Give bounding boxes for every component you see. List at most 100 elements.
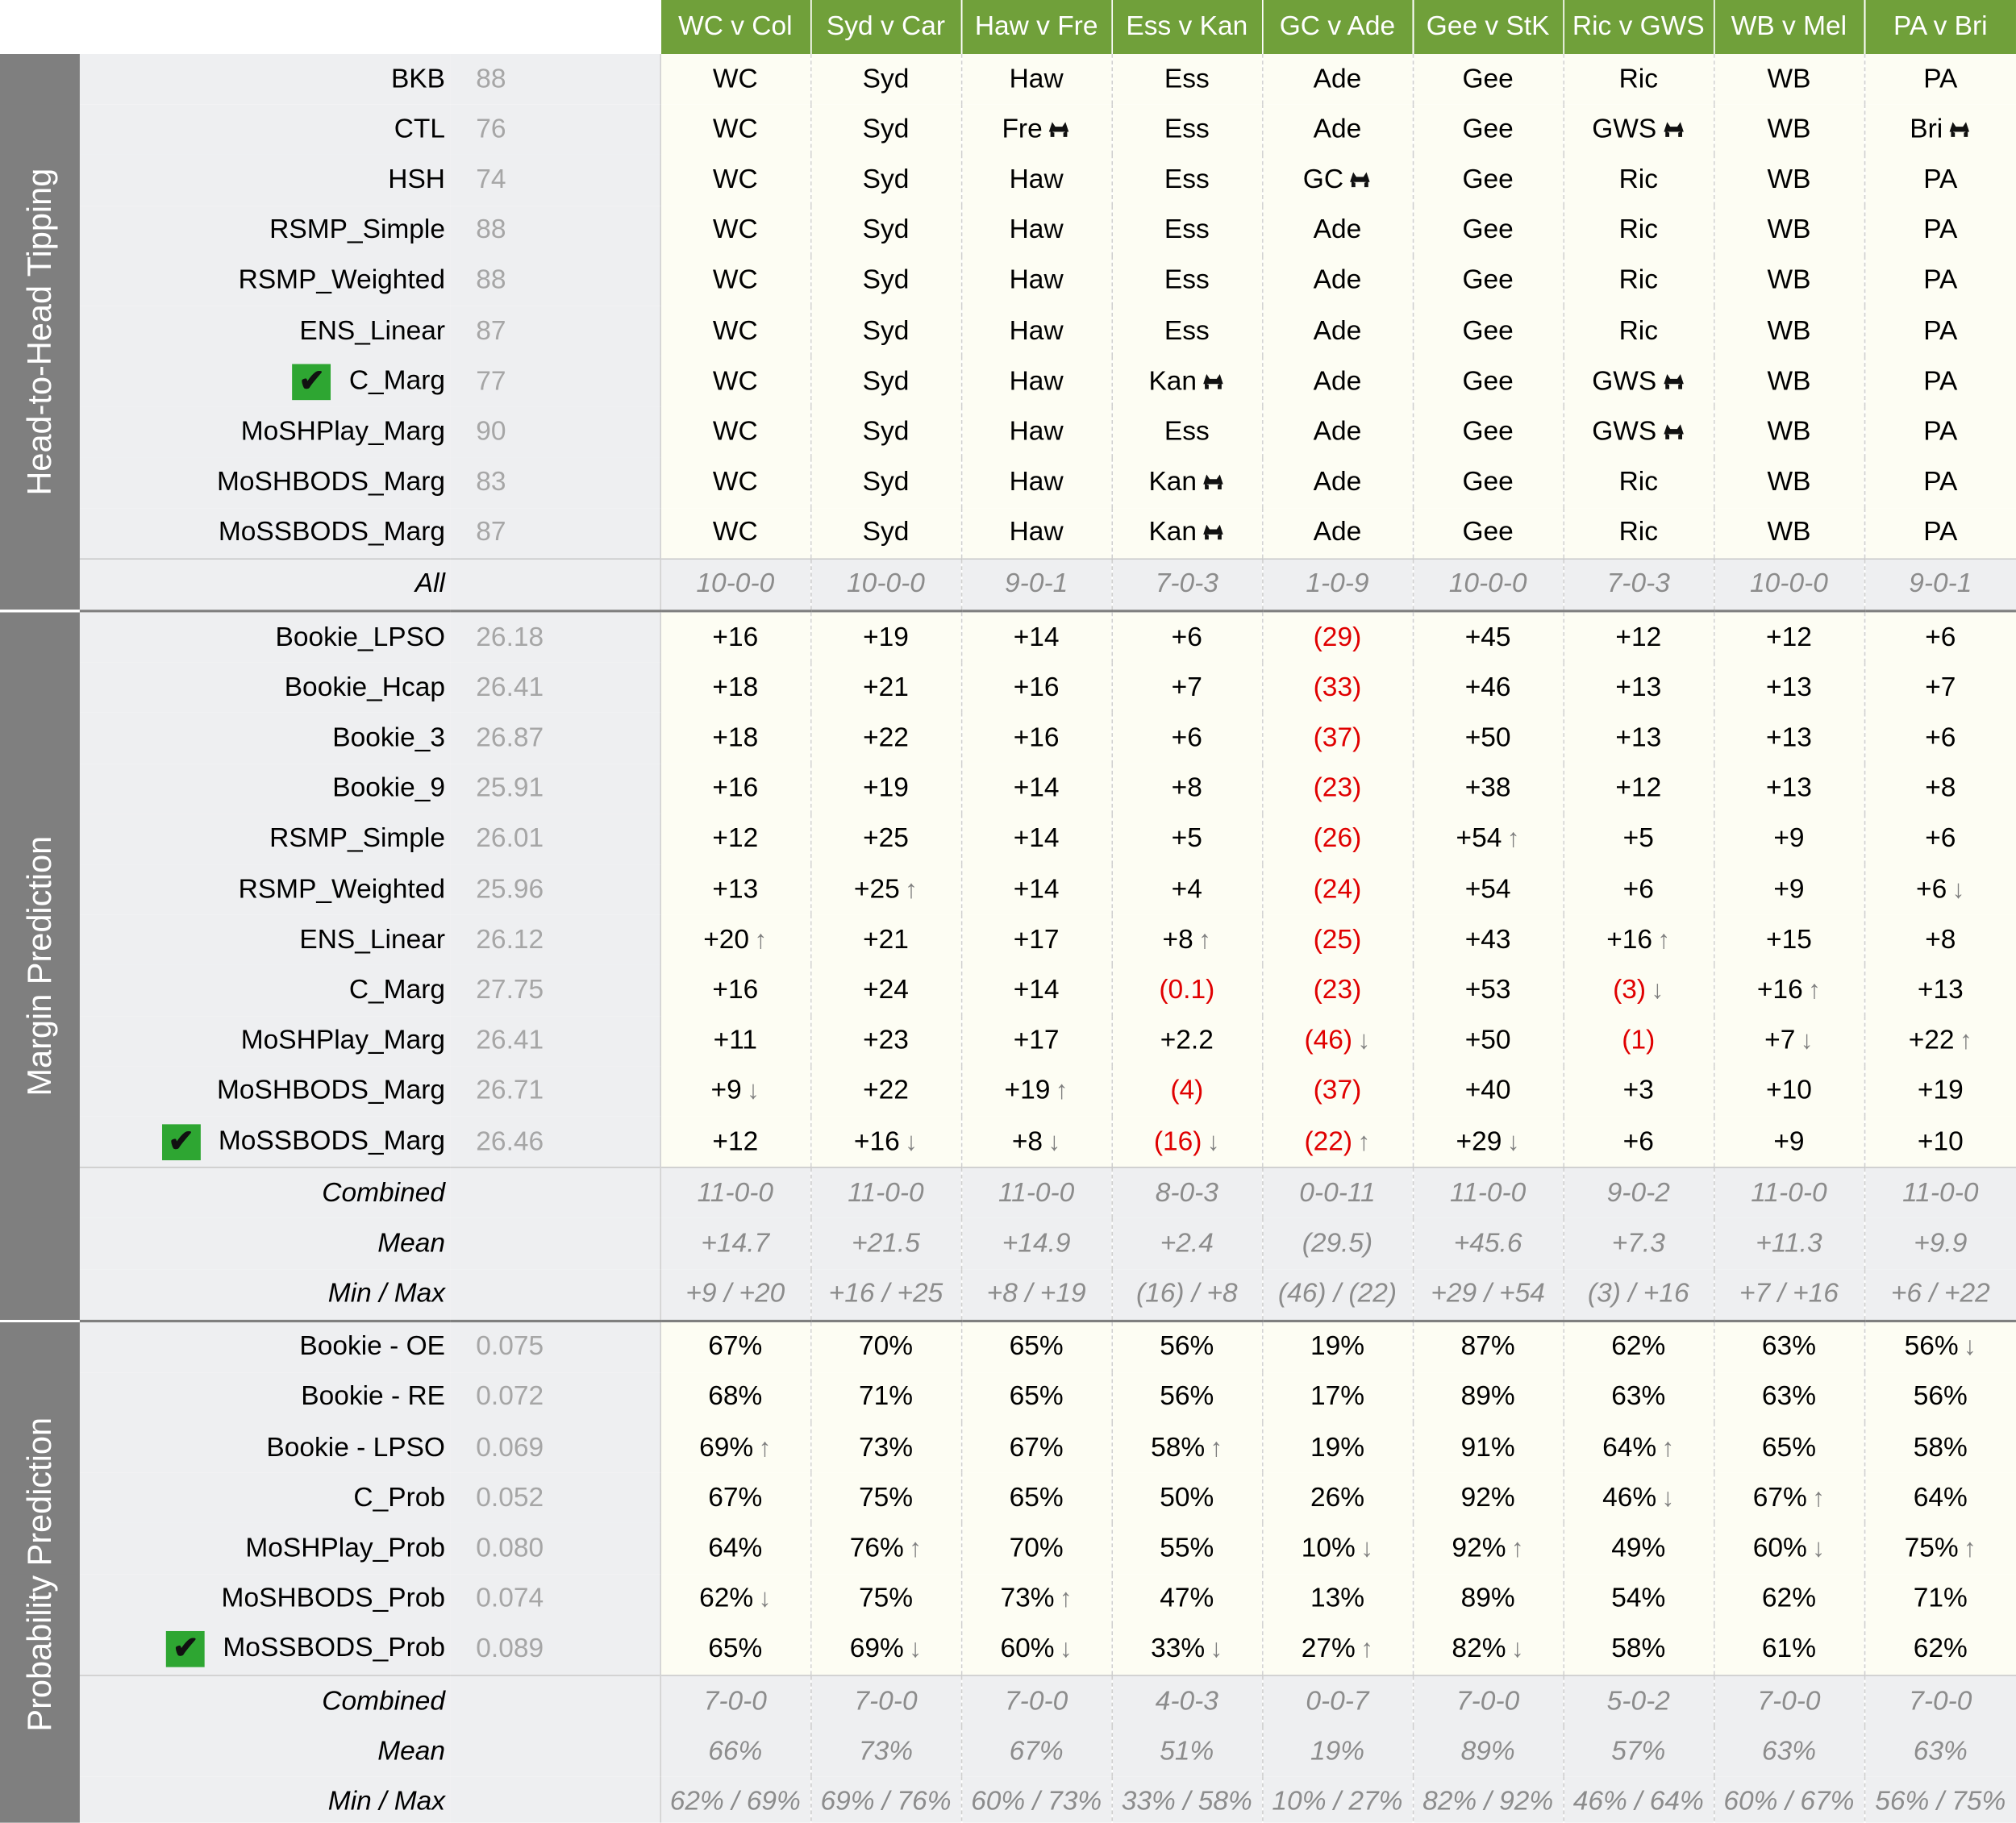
model-name-cell: MoSSBODS_Marg <box>79 507 451 560</box>
prediction-value: WB <box>1767 517 1811 547</box>
prediction-cell: (16) ↓ <box>1110 1116 1263 1168</box>
prediction-value: +24 <box>863 975 909 1005</box>
prediction-value: 69% <box>699 1432 754 1463</box>
summary-value: 7-0-0 <box>1713 1675 1864 1727</box>
prediction-value: WB <box>1767 64 1811 94</box>
prediction-cell: 75% ↑ <box>1863 1523 2016 1575</box>
prediction-cell: Ess <box>1110 54 1263 105</box>
prediction-cell: WC <box>659 306 811 357</box>
prediction-cell: Ess <box>1110 306 1263 357</box>
prediction-cell: +54 <box>1412 864 1564 915</box>
model-name: RSMP_Simple <box>269 823 446 854</box>
model-score: 26.41 <box>450 663 661 714</box>
model-score: 0.072 <box>450 1372 661 1423</box>
prediction-value: WB <box>1767 265 1811 295</box>
up-arrow-icon: ↑ <box>909 1534 923 1563</box>
prediction-value: 62% <box>1913 1634 1968 1664</box>
model-name-cell: MoSHBODS_Marg <box>79 457 451 508</box>
summary-value: 63% <box>1863 1726 2016 1777</box>
prediction-cell: +10 <box>1713 1066 1864 1117</box>
prediction-cell: (33) <box>1261 663 1413 714</box>
model-score: 0.075 <box>450 1320 661 1373</box>
summary-value: 5-0-2 <box>1562 1675 1714 1727</box>
model-name-cell: Bookie_3 <box>79 713 451 764</box>
model-name: Bookie_LPSO <box>275 622 446 652</box>
prediction-value: +13 <box>1615 672 1662 702</box>
prediction-value: (1) <box>1622 1025 1656 1055</box>
model-name: Bookie - RE <box>301 1382 446 1412</box>
prediction-cell: (4) <box>1110 1066 1263 1117</box>
prediction-cell: +6 <box>1863 814 2016 865</box>
prediction-cell: Haw <box>960 155 1112 206</box>
prediction-value: Ade <box>1313 114 1362 144</box>
prediction-cell: +8 <box>1110 764 1263 814</box>
prediction-cell: (23) <box>1261 965 1413 1016</box>
prediction-value: WB <box>1767 214 1811 245</box>
prediction-cell: 60% ↓ <box>1713 1523 1864 1575</box>
prediction-value: +45 <box>1464 622 1511 652</box>
prediction-cell: Gee <box>1412 356 1564 407</box>
prediction-cell: Syd <box>810 306 961 357</box>
prediction-cell: PA <box>1863 406 2016 458</box>
summary-value: 11-0-0 <box>1412 1167 1564 1219</box>
model-score: 26.87 <box>450 713 661 764</box>
header-spacer <box>0 0 660 55</box>
prediction-cell: Haw <box>960 356 1112 407</box>
prediction-cell: 67% ↑ <box>1713 1473 1864 1524</box>
prediction-value: WC <box>712 64 758 94</box>
prediction-value: Ade <box>1313 214 1362 245</box>
model-row: Probability Prediction Bookie - OE 0.075 67… <box>0 1320 2016 1823</box>
prediction-cell: Bri <box>1863 104 2016 156</box>
summary-value: 82% / 92% <box>1412 1776 1564 1823</box>
summary-value: 7-0-0 <box>810 1675 961 1727</box>
model-name-cell: Bookie - OE <box>79 1320 451 1373</box>
summary-value: +2.4 <box>1110 1218 1263 1269</box>
model-name-cell: ENS_Linear <box>79 914 451 966</box>
prediction-cell: +14 <box>960 814 1112 865</box>
summary-row: Mean +14.7 +21.5 +14.9 +2.4 (29.5) +45.6 +7.3 +1… <box>0 1218 2016 1269</box>
prediction-value: 56% <box>1904 1331 1959 1362</box>
prediction-cell: Ade <box>1261 406 1413 458</box>
prediction-value: 65% <box>708 1634 763 1664</box>
prediction-cell: +16 <box>659 965 811 1016</box>
model-name-cell: MoSHPlay_Prob <box>79 1523 451 1575</box>
model-name-cell: RSMP_Simple <box>79 205 451 256</box>
prediction-value: 67% <box>708 1483 763 1513</box>
prediction-value: 75% <box>858 1483 914 1513</box>
prediction-value: +8 <box>1171 773 1202 803</box>
prediction-cell: Ess <box>1110 155 1263 206</box>
prediction-cell: Ric <box>1562 54 1714 105</box>
prediction-value: 49% <box>1611 1533 1666 1563</box>
prediction-cell: PA <box>1863 155 2016 206</box>
prediction-value: 56% <box>1160 1382 1214 1412</box>
up-arrow-icon: ↑ <box>1198 926 1212 955</box>
prediction-value: 64% <box>1602 1432 1657 1463</box>
prediction-cell: +7 ↓ <box>1713 1015 1864 1067</box>
summary-value: 63% <box>1713 1726 1864 1777</box>
prediction-cell: +13 <box>1713 663 1864 714</box>
prediction-value: +3 <box>1622 1076 1654 1105</box>
prediction-value: Bri <box>1910 114 1943 144</box>
prediction-value: +6 <box>1925 823 1956 854</box>
prediction-cell: +40 <box>1412 1066 1564 1117</box>
summary-value: 57% <box>1562 1726 1714 1777</box>
model-name: CTL <box>394 114 446 144</box>
prediction-value: Haw <box>1009 164 1064 194</box>
prediction-cell: +21 <box>810 663 961 714</box>
summary-value: (46) / (22) <box>1261 1268 1413 1322</box>
prediction-value: +8 <box>1925 924 1956 955</box>
prediction-value: 68% <box>708 1382 763 1412</box>
game-header: PA v Bri <box>1863 0 2016 55</box>
prediction-value: 70% <box>1009 1533 1064 1563</box>
model-row: Bookie_3 26.87 +18 +22 +16 +6 (37) +50 +13 +13 +6 <box>0 713 2016 764</box>
model-row: Margin Prediction Bookie_LPSO 26.18 +16 +19 +… <box>0 610 2016 1322</box>
model-row: ✔ MoSSBODS_Prob 0.089 65% 69% ↓ 60% ↓ 33% ↓ 27% ↑ 82… <box>0 1624 2016 1676</box>
prediction-cell: +13 <box>1713 713 1864 764</box>
prediction-value: +6 <box>1622 874 1654 904</box>
prediction-cell: (24) <box>1261 864 1413 915</box>
prediction-value: +13 <box>1615 722 1662 753</box>
model-name: RSMP_Weighted <box>238 265 446 295</box>
model-name-cell: ✔ MoSSBODS_Marg <box>79 1116 451 1168</box>
prediction-value: Haw <box>1009 315 1064 346</box>
prediction-value: (16) <box>1153 1126 1202 1156</box>
